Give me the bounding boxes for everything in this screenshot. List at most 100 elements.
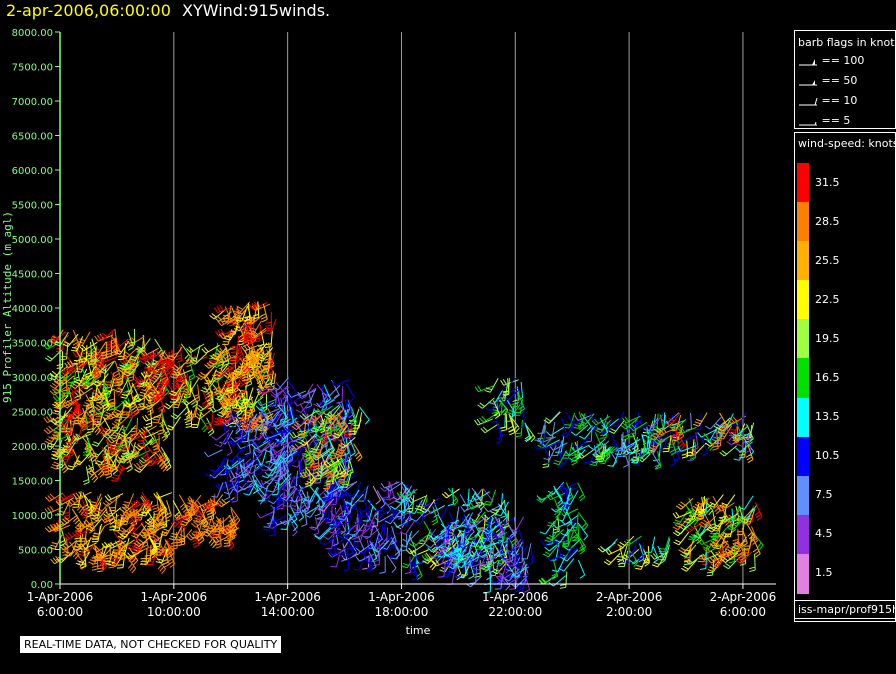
wind-barb bbox=[185, 494, 202, 509]
wind-barb bbox=[231, 335, 240, 353]
barb-legend-100-label: == 100 bbox=[821, 54, 865, 67]
wind-barb bbox=[91, 502, 102, 519]
quality-disclaimer: REAL-TIME DATA, NOT CHECKED FOR QUALITY bbox=[20, 636, 282, 653]
wind-barb bbox=[220, 527, 240, 536]
y-tick-label: 1500.00 bbox=[12, 477, 53, 488]
pennant-barb-icon bbox=[799, 59, 817, 66]
wind-barb bbox=[543, 446, 552, 466]
wind-barb bbox=[94, 459, 105, 478]
wind-barb bbox=[738, 495, 754, 510]
barb-legend-5: == 5 bbox=[798, 114, 850, 127]
wind-barb bbox=[51, 524, 71, 533]
x-tick-label-time: 10:00:00 bbox=[147, 605, 201, 619]
speed-label: 19.5 bbox=[815, 331, 840, 345]
barb-legend-10: == 10 bbox=[798, 94, 857, 107]
wind-barb bbox=[240, 343, 260, 352]
wind-barb bbox=[192, 502, 203, 521]
wind-barb bbox=[71, 392, 81, 412]
wind-barb bbox=[214, 530, 222, 549]
wind-barb bbox=[192, 384, 201, 403]
barb-legend-100: == 100 bbox=[798, 54, 864, 67]
wind-barb bbox=[157, 382, 168, 399]
barb-legend-50: == 50 bbox=[798, 74, 857, 87]
wind-barb bbox=[71, 397, 82, 417]
wind-barb bbox=[139, 501, 153, 517]
wind-barb bbox=[107, 434, 126, 444]
speed-swatch bbox=[797, 202, 809, 243]
wind-barb bbox=[151, 431, 160, 451]
wind-barb bbox=[386, 554, 397, 573]
wind-barb bbox=[120, 347, 138, 360]
speed-label: 22.5 bbox=[815, 292, 840, 306]
wind-barb bbox=[99, 454, 108, 474]
wind-barb bbox=[122, 398, 142, 408]
wind-barb bbox=[117, 343, 127, 361]
barb-legend-5-label: == 5 bbox=[821, 114, 851, 127]
speed-label: 25.5 bbox=[815, 253, 840, 267]
y-tick-label: 1000.00 bbox=[12, 511, 53, 522]
wind-barb bbox=[102, 457, 109, 476]
y-tick-label: 5500.00 bbox=[12, 201, 53, 212]
wind-barb bbox=[672, 511, 692, 519]
wind-barb bbox=[162, 548, 170, 568]
wind-barb bbox=[157, 416, 164, 435]
wind-barb bbox=[577, 482, 586, 502]
wind-barb bbox=[100, 341, 108, 360]
wind-barb bbox=[74, 387, 93, 398]
wind-barb bbox=[371, 509, 379, 528]
wind-barb bbox=[111, 337, 119, 357]
wind-barb bbox=[100, 423, 118, 437]
wind-barb bbox=[89, 443, 98, 463]
x-tick-label-date: 1-Apr-2006 bbox=[27, 590, 94, 604]
wind-barb bbox=[109, 424, 124, 440]
speed-swatch bbox=[797, 241, 809, 282]
speed-label: 4.5 bbox=[815, 527, 833, 541]
x-tick-label-date: 1-Apr-2006 bbox=[482, 590, 549, 604]
wind-barb bbox=[194, 408, 213, 420]
wind-barb bbox=[79, 550, 87, 569]
speed-swatch bbox=[797, 319, 809, 360]
wind-barb bbox=[149, 369, 166, 383]
speed-color-scale bbox=[797, 163, 809, 594]
wind-barb bbox=[160, 446, 171, 466]
wind-barb bbox=[56, 492, 76, 502]
wind-barb bbox=[128, 356, 140, 373]
wind-barb bbox=[138, 452, 157, 464]
wind-barb bbox=[87, 415, 94, 434]
wind-barb bbox=[204, 449, 223, 458]
wind-barb bbox=[148, 535, 158, 554]
wind-barb bbox=[465, 575, 483, 588]
wind-barb bbox=[108, 497, 118, 515]
wind-profile-chart: 1-Apr-20066:00:001-Apr-200610:00:001-Apr… bbox=[1, 28, 776, 637]
wind-barb bbox=[62, 398, 81, 409]
wind-barb bbox=[506, 399, 516, 419]
wind-barb bbox=[754, 502, 763, 521]
x-tick-label-date: 1-Apr-2006 bbox=[141, 590, 208, 604]
wind-barb bbox=[206, 417, 215, 437]
wind-barb bbox=[186, 343, 205, 354]
title-text: XYWind:915winds. bbox=[182, 1, 331, 20]
wind-barb bbox=[61, 441, 76, 456]
wind-barb bbox=[168, 525, 183, 541]
wind-barb bbox=[90, 417, 101, 436]
speed-swatch bbox=[797, 553, 809, 594]
full-barb-icon bbox=[799, 97, 818, 106]
wind-barb bbox=[49, 534, 63, 550]
wind-barb bbox=[116, 367, 124, 386]
wind-barb bbox=[143, 505, 154, 524]
wind-barb bbox=[89, 347, 97, 366]
wind-barb bbox=[156, 352, 171, 367]
wind-barb bbox=[206, 530, 217, 549]
wind-barb bbox=[64, 540, 78, 557]
x-tick-label-date: 1-Apr-2006 bbox=[254, 590, 321, 604]
wind-barb bbox=[508, 416, 516, 436]
wind-barb bbox=[82, 393, 98, 408]
wind-barb bbox=[110, 547, 119, 566]
speed-label: 13.5 bbox=[815, 410, 840, 424]
x-tick-label-time: 2:00:00 bbox=[606, 605, 652, 619]
wind-barb bbox=[133, 375, 153, 384]
wind-barb bbox=[96, 553, 107, 572]
wind-barb bbox=[150, 386, 165, 402]
y-tick-label: 6000.00 bbox=[12, 166, 53, 177]
wind-barb bbox=[122, 363, 140, 377]
